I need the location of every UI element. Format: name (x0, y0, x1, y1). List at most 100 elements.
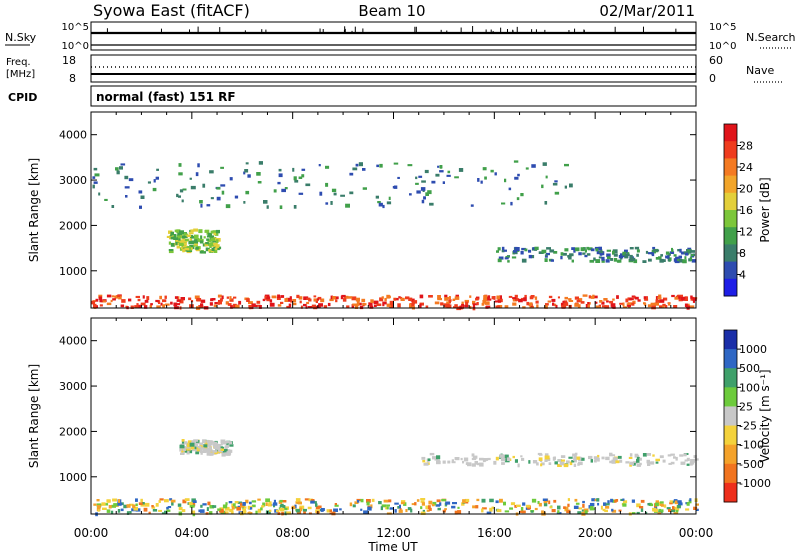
heatmap-cell (429, 202, 434, 206)
heatmap-cell (653, 508, 658, 513)
heatmap-cell (170, 499, 176, 503)
heatmap-cell (315, 503, 318, 507)
heatmap-cell (210, 242, 214, 247)
heatmap-cell (592, 507, 595, 510)
heatmap-cell (216, 446, 219, 450)
heatmap-cell (226, 441, 231, 444)
heatmap-cell (124, 186, 130, 189)
heatmap-cell (431, 503, 435, 507)
heatmap-cell (659, 501, 664, 504)
heatmap-cell (652, 454, 655, 457)
heatmap-cell (299, 507, 302, 512)
heatmap-cell (578, 507, 583, 510)
time-tick-label: 20:00 (578, 526, 613, 540)
heatmap-cell (575, 502, 580, 505)
heatmap-cell (400, 297, 405, 301)
heatmap-cell (689, 305, 695, 308)
heatmap-cell (360, 498, 364, 503)
heatmap-cell (448, 297, 451, 300)
heatmap-cell (334, 504, 339, 507)
heatmap-cell (184, 441, 188, 445)
heatmap-cell (193, 439, 199, 442)
heatmap-cell (220, 439, 223, 444)
heatmap-cell (463, 457, 469, 462)
heatmap-cell (355, 297, 360, 302)
heatmap-cell (193, 239, 198, 243)
noise-right-tick-bottom: 10^0 (709, 41, 736, 52)
heatmap-cell (129, 503, 134, 506)
heatmap-cell (113, 503, 118, 507)
heatmap-cell (531, 510, 534, 513)
heatmap-cell (178, 195, 181, 198)
heatmap-cell (362, 303, 367, 306)
heatmap-cell (482, 507, 487, 510)
heatmap-cell (316, 305, 321, 309)
heatmap-cell (256, 172, 261, 176)
heatmap-cell (196, 298, 202, 302)
heatmap-cell (590, 506, 594, 508)
heatmap-cell (692, 299, 695, 303)
frequency-panel: 18 8 60 0 Freq. [MHz] Nave CPID normal (… (6, 54, 782, 107)
heatmap-cell (657, 512, 662, 515)
heatmap-cell (538, 251, 544, 254)
heatmap-cell (640, 499, 645, 503)
colorbar-tick-label: 20 (739, 183, 753, 196)
heatmap-cell (446, 174, 451, 177)
heatmap-cell (355, 163, 359, 167)
heatmap-cell (349, 172, 354, 176)
heatmap-cell (604, 305, 610, 309)
heatmap-cell (325, 182, 329, 187)
heatmap-cell (517, 173, 520, 177)
heatmap-cell (212, 505, 217, 508)
heatmap-cell (193, 228, 198, 232)
heatmap-cell (432, 501, 437, 506)
heatmap-cell (225, 506, 230, 511)
heatmap-cell (317, 296, 322, 300)
heatmap-cell (654, 302, 659, 306)
heatmap-cell (684, 256, 687, 260)
heatmap-cell (436, 455, 441, 460)
heatmap-cell (144, 299, 149, 303)
heatmap-cell (623, 306, 627, 309)
heatmap-cell (91, 300, 95, 305)
heatmap-cell (266, 205, 269, 209)
heatmap-cell (561, 459, 565, 462)
heatmap-cell (504, 178, 507, 183)
heatmap-cell (93, 503, 97, 506)
heatmap-cell (149, 304, 152, 309)
heatmap-cell (140, 302, 146, 306)
heatmap-cell (179, 242, 184, 247)
date-title: 02/Mar/2011 (599, 2, 695, 20)
heatmap-cell (516, 504, 521, 507)
heatmap-cell (640, 508, 644, 512)
heatmap-cell (284, 298, 288, 302)
colorbar-tick-label: -500 (739, 458, 764, 471)
heatmap-cell (192, 502, 196, 507)
heatmap-cell (531, 164, 536, 168)
heatmap-cell (659, 305, 663, 309)
heatmap-cell (213, 250, 217, 253)
heatmap-cell (636, 249, 640, 253)
heatmap-cell (159, 295, 162, 300)
colorbar-tick-label: 100 (739, 381, 760, 394)
heatmap-cell (208, 242, 211, 246)
heatmap-cell (195, 246, 199, 250)
heatmap-cell (379, 163, 383, 168)
heatmap-cell (178, 163, 182, 167)
heatmap-cell (495, 305, 500, 309)
heatmap-cell (563, 302, 569, 306)
heatmap-cell (99, 298, 103, 303)
heatmap-cell (568, 256, 572, 260)
y-tick-label: 2000 (59, 219, 87, 232)
heatmap-cell (257, 181, 262, 184)
heatmap-cell (536, 304, 539, 308)
heatmap-cell (574, 303, 579, 307)
heatmap-cell (512, 302, 517, 306)
heatmap-cell (489, 507, 493, 512)
heatmap-cell (521, 247, 526, 251)
heatmap-cell (544, 455, 550, 460)
heatmap-cell (465, 301, 469, 306)
heatmap-cell (616, 295, 619, 299)
heatmap-cell (202, 503, 207, 506)
heatmap-cell (342, 298, 347, 302)
